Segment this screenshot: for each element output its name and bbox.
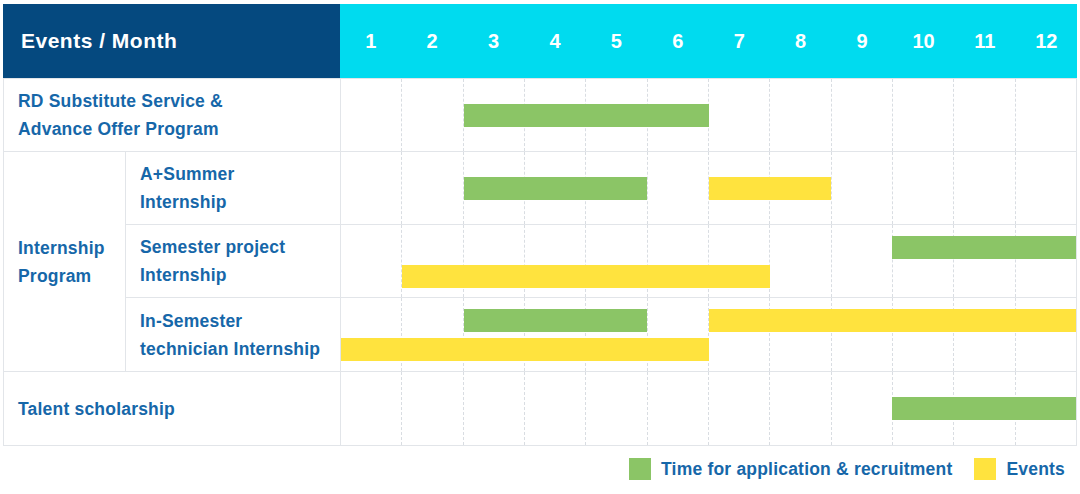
month-header-cell-1: 1 [340,4,401,78]
table-subrow: A+Summer Internship [126,152,1076,225]
month-column-1 [341,152,401,224]
event-bar [402,265,770,288]
month-grid [341,298,1076,371]
month-column-3 [463,372,524,445]
month-column-10 [892,152,953,224]
month-column-8 [769,79,830,151]
month-header-cell-4: 4 [524,4,585,78]
month-header-cell-2: 2 [401,4,462,78]
application-bar [464,104,709,127]
gantt-schedule-canvas: Events / Month 123456789101112 RD Substi… [0,0,1080,494]
month-grid [341,225,1076,297]
row-label: Semester project Internship [140,233,285,289]
month-header-cell-3: 3 [463,4,524,78]
group-label-cell: Internship Program [4,152,126,371]
month-column-2 [401,372,462,445]
month-column-9 [831,372,892,445]
month-header-cell-8: 8 [770,4,831,78]
month-column-6 [647,152,708,224]
subrow-label-cell: Semester project Internship [126,225,341,297]
month-column-1 [341,225,401,297]
month-header-cell-6: 6 [647,4,708,78]
month-column-12 [1015,152,1076,224]
month-column-8 [769,372,830,445]
table-row: Talent scholarship [4,372,1076,445]
legend: Time for application & recruitment Event… [629,456,1065,482]
month-column-5 [585,372,646,445]
table-header-row: Events / Month 123456789101112 [3,4,1077,78]
application-bar [892,397,1076,420]
application-bar [892,236,1076,259]
row-label-cell: Talent scholarship [4,372,341,445]
month-column-4 [524,372,585,445]
application-bar [464,177,648,200]
application-bar [464,309,648,332]
month-column-7 [708,372,769,445]
month-column-1 [341,79,401,151]
month-column-11 [953,79,1014,151]
event-bar [709,177,832,200]
month-header-cell-7: 7 [709,4,770,78]
month-column-2 [401,79,462,151]
month-grid [341,152,1076,224]
row-label-cell: RD Substitute Service & Advance Offer Pr… [4,79,341,151]
table-subrow: Semester project Internship [126,225,1076,298]
event-bar [709,309,1077,332]
event-bar [341,338,709,361]
month-header-row: 123456789101112 [340,4,1077,78]
row-label: Talent scholarship [18,395,175,423]
legend-application-swatch-icon [629,458,651,480]
month-header-cell-5: 5 [586,4,647,78]
group-subrows: A+Summer Internship Semester project Inte… [126,152,1076,371]
table-group-row: Internship Program A+Summer Internship Sem… [4,152,1076,372]
month-grid [341,79,1076,151]
month-column-12 [1015,79,1076,151]
table-row: RD Substitute Service & Advance Offer Pr… [4,79,1076,152]
month-column-8 [769,225,830,297]
month-column-9 [831,225,892,297]
month-header-cell-9: 9 [831,4,892,78]
month-grid [341,372,1076,445]
legend-events-label: Events [1006,459,1065,480]
header-events-month-cell: Events / Month [3,4,340,78]
row-label: Internship Program [18,234,105,290]
month-column-7 [708,79,769,151]
table-body: RD Substitute Service & Advance Offer Pr… [3,78,1077,446]
legend-application-label: Time for application & recruitment [661,459,952,480]
month-column-9 [831,152,892,224]
month-column-1 [341,372,401,445]
month-header-cell-11: 11 [954,4,1015,78]
subrow-label-cell: In-Semester technician Internship [126,298,341,371]
month-column-10 [892,79,953,151]
month-column-2 [401,152,462,224]
month-column-6 [647,372,708,445]
subrow-label-cell: A+Summer Internship [126,152,341,224]
month-header-cell-10: 10 [893,4,954,78]
month-header-cell-12: 12 [1016,4,1077,78]
row-label: In-Semester technician Internship [140,307,320,363]
gantt-table: Events / Month 123456789101112 RD Substi… [3,4,1077,446]
legend-events-swatch-icon [974,458,996,480]
month-column-9 [831,79,892,151]
month-column-11 [953,152,1014,224]
row-label: RD Substitute Service & Advance Offer Pr… [18,87,223,143]
table-subrow: In-Semester technician Internship [126,298,1076,371]
row-label: A+Summer Internship [140,160,234,216]
